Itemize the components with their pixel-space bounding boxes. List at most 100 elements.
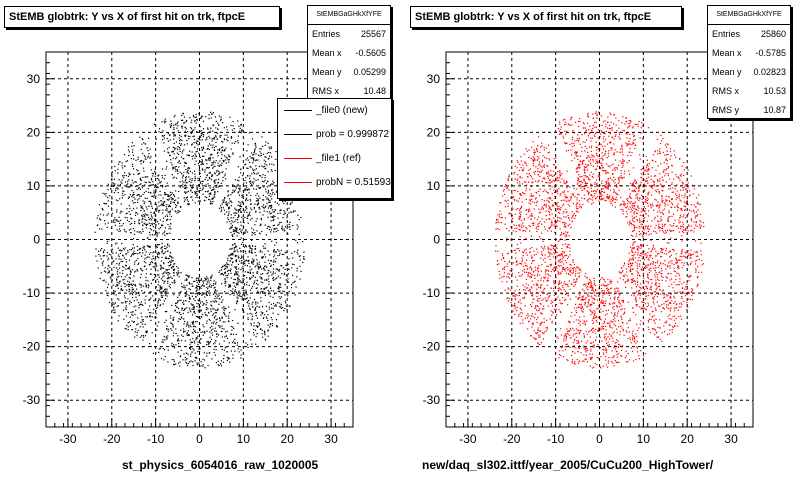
scatter-point (267, 314, 269, 316)
scatter-point (546, 280, 548, 282)
scatter-point (559, 128, 561, 130)
scatter-point (127, 180, 129, 183)
scatter-point (255, 301, 257, 303)
scatter-point (192, 135, 194, 138)
scatter-point (124, 264, 127, 266)
scatter-point (284, 212, 286, 215)
scatter-point (254, 143, 256, 145)
scatter-point (619, 277, 621, 279)
scatter-point (229, 156, 231, 158)
scatter-point (665, 159, 667, 161)
scatter-point (141, 304, 143, 306)
scatter-point (101, 248, 103, 250)
scatter-point (212, 167, 214, 169)
scatter-point (523, 239, 525, 241)
scatter-point (184, 340, 186, 342)
scatter-point (635, 187, 638, 189)
scatter-point (142, 217, 144, 219)
scatter-point (597, 305, 600, 307)
scatter-point (556, 298, 558, 300)
scatter-point (123, 175, 125, 177)
scatter-point (118, 179, 120, 181)
scatter-point (275, 304, 277, 306)
scatter-point (147, 309, 149, 311)
scatter-point (644, 291, 646, 293)
scatter-point (265, 287, 267, 289)
scatter-point (196, 294, 199, 296)
scatter-point (544, 287, 546, 289)
scatter-point (556, 177, 558, 179)
scatter-point (221, 283, 223, 285)
scatter-point (228, 286, 230, 288)
scatter-point (614, 201, 616, 203)
scatter-point (551, 181, 553, 183)
scatter-point (263, 247, 265, 249)
scatter-point (226, 204, 228, 206)
scatter-point (670, 155, 672, 157)
scatter-point (189, 184, 191, 186)
scatter-point (221, 327, 223, 330)
scatter-point (192, 308, 194, 310)
scatter-point (531, 215, 533, 217)
scatter-point (140, 179, 142, 181)
scatter-point (234, 243, 236, 245)
scatter-point (665, 195, 667, 197)
scatter-point (165, 251, 167, 253)
scatter-point (228, 286, 230, 288)
scatter-point (125, 268, 127, 270)
scatter-point (262, 206, 265, 209)
scatter-point (197, 138, 199, 140)
scatter-point (129, 223, 131, 225)
scatter-point (218, 115, 220, 117)
scatter-point (584, 275, 586, 277)
scatter-point (602, 198, 604, 200)
scatter-point (144, 299, 146, 301)
scatter-point (225, 168, 227, 170)
scatter-point (249, 278, 252, 280)
scatter-point (267, 324, 269, 326)
scatter-point (156, 210, 158, 212)
scatter-point (269, 213, 271, 215)
scatter-point (200, 117, 202, 120)
scatter-point (254, 234, 256, 236)
scatter-point (231, 142, 233, 144)
scatter-point (526, 173, 528, 175)
scatter-point (607, 197, 609, 199)
scatter-point (567, 246, 569, 249)
scatter-point (637, 205, 639, 207)
scatter-point (520, 242, 522, 244)
scatter-point (120, 181, 122, 183)
scatter-point (166, 199, 168, 201)
scatter-point (169, 154, 171, 156)
scatter-point (211, 322, 213, 324)
scatter-point (689, 255, 691, 257)
scatter-point (272, 264, 275, 266)
scatter-point (152, 266, 154, 268)
scatter-point (139, 252, 141, 254)
scatter-point (252, 168, 254, 170)
scatter-point (550, 302, 552, 304)
scatter-point (671, 230, 673, 232)
scatter-point (167, 282, 169, 284)
scatter-point (142, 326, 144, 328)
scatter-point (139, 188, 141, 190)
scatter-point (279, 268, 281, 271)
scatter-point (279, 277, 281, 279)
scatter-point (240, 243, 243, 245)
scatter-point (182, 183, 184, 185)
scatter-point (214, 291, 216, 293)
scatter-point (148, 285, 150, 287)
scatter-point (226, 205, 228, 207)
scatter-point (150, 169, 152, 171)
scatter-point (566, 170, 568, 172)
scatter-point (663, 225, 665, 227)
scatter-point (169, 260, 171, 263)
scatter-point (103, 279, 105, 281)
scatter-point (149, 181, 151, 184)
scatter-point (637, 271, 639, 273)
scatter-point (220, 134, 222, 137)
scatter-point (163, 290, 165, 292)
scatter-point (197, 335, 199, 337)
scatter-point (192, 129, 194, 132)
scatter-point (499, 210, 501, 212)
